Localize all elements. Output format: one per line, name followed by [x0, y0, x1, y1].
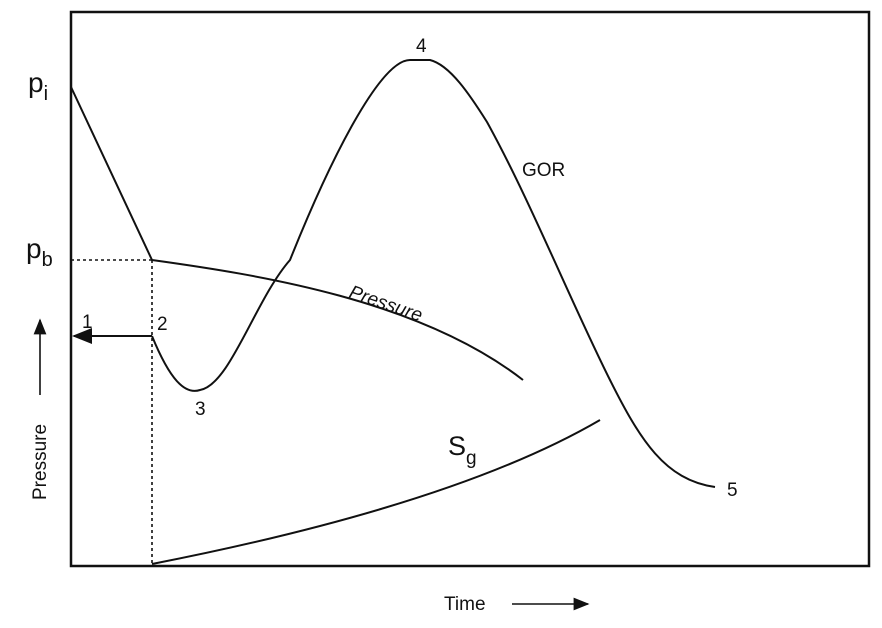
sg-curve [151, 419, 601, 565]
pressure-curve [70, 86, 524, 381]
point-label: 5 [727, 480, 738, 501]
symbol: p [28, 67, 44, 98]
point-label: 3 [195, 399, 206, 420]
sg-label: Sg [448, 431, 477, 469]
subscript: i [44, 83, 48, 105]
point-label: 4 [416, 36, 427, 57]
y-axis-label: Pressure [30, 424, 51, 500]
point-label: 1 [82, 312, 93, 333]
point-label: 2 [157, 314, 168, 335]
subscript: b [42, 249, 53, 271]
pressure-curve-label: Pressure [346, 282, 425, 327]
x-axis-label: Time [444, 594, 486, 615]
gor-label: GOR [522, 160, 565, 181]
gor-curve [151, 59, 716, 488]
symbol: p [26, 233, 42, 264]
pi-label: pi [28, 67, 48, 105]
plot-frame [69, 10, 871, 568]
subscript: g [466, 448, 477, 469]
pb-label: pb [26, 233, 53, 271]
symbol: S [448, 431, 466, 461]
